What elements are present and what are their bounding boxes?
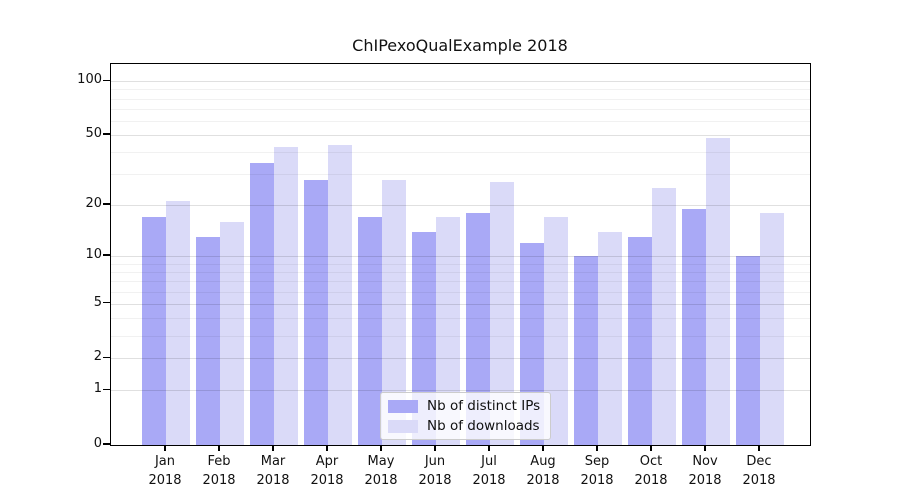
x-tick-label-oct: Oct 2018 xyxy=(634,454,668,488)
gridline-minor xyxy=(111,98,810,100)
x-tick-mark xyxy=(218,445,220,451)
y-tick-label: 10 xyxy=(85,247,102,262)
gridline-minor xyxy=(111,109,810,110)
bar-downloads-dec xyxy=(760,212,784,445)
gridline-major xyxy=(111,303,810,305)
legend-item: Nb of distinct IPs xyxy=(388,398,540,414)
plot-area xyxy=(110,63,811,446)
x-tick-label-nov: Nov 2018 xyxy=(688,454,722,488)
bar-downloads-oct xyxy=(652,188,676,445)
y-tick-mark xyxy=(103,133,110,135)
x-tick-label-jan: Jan 2018 xyxy=(148,454,182,488)
gridline-minor xyxy=(111,291,810,293)
y-tick-mark xyxy=(103,79,110,81)
bar-distinct-ips-mar xyxy=(250,162,274,445)
y-tick-label: 0 xyxy=(93,436,102,451)
gridline-minor xyxy=(111,318,810,320)
gridline-major xyxy=(111,256,810,257)
gridline-minor xyxy=(111,89,810,91)
x-tick-mark xyxy=(704,445,706,451)
bar-distinct-ips-apr xyxy=(304,179,328,445)
gridline-minor xyxy=(111,335,810,337)
y-tick-mark xyxy=(103,302,110,304)
bar-distinct-ips-sep xyxy=(574,256,598,445)
y-tick-label: 5 xyxy=(93,294,102,310)
gridline-minor xyxy=(111,281,810,283)
y-tick-label: 100 xyxy=(77,72,102,88)
gridline-minor xyxy=(111,263,810,265)
x-tick-mark xyxy=(488,445,490,451)
gridline-minor xyxy=(111,152,810,154)
chart-title: ChIPexoQualExample 2018 xyxy=(352,36,568,55)
gridline-minor xyxy=(111,174,810,176)
bar-distinct-ips-dec xyxy=(736,256,760,445)
x-tick-mark xyxy=(380,445,382,451)
x-tick-mark xyxy=(650,445,652,451)
y-tick-label: 50 xyxy=(85,126,102,142)
gridline-minor xyxy=(111,121,810,122)
x-tick-mark xyxy=(758,445,760,451)
bar-downloads-nov xyxy=(706,138,730,445)
x-tick-label-sep: Sep 2018 xyxy=(580,454,614,488)
y-tick-mark xyxy=(103,443,110,445)
legend-swatch-downloads xyxy=(388,419,418,433)
gridline-major xyxy=(111,81,810,83)
y-tick-mark xyxy=(103,388,110,391)
x-tick-label-mar: Mar 2018 xyxy=(256,454,290,488)
bar-distinct-ips-jan xyxy=(142,217,166,445)
bar-downloads-jan xyxy=(166,201,190,445)
bar-distinct-ips-oct xyxy=(628,237,652,445)
x-tick-mark xyxy=(542,445,544,451)
x-tick-label-dec: Dec 2018 xyxy=(742,454,776,488)
bar-downloads-mar xyxy=(274,146,298,445)
x-tick-label-may: May 2018 xyxy=(364,454,398,488)
x-tick-label-apr: Apr 2018 xyxy=(310,454,344,488)
x-tick-mark xyxy=(164,445,166,451)
legend-label: Nb of distinct IPs xyxy=(427,398,541,414)
x-tick-label-jul: Jul 2018 xyxy=(472,454,506,488)
bar-distinct-ips-nov xyxy=(682,208,706,445)
legend-item: Nb of downloads xyxy=(388,418,540,434)
y-tick-mark xyxy=(103,254,110,256)
gridline-major xyxy=(111,358,810,360)
legend-swatch-distinct-ips xyxy=(388,399,418,413)
bar-downloads-sep xyxy=(598,231,622,445)
x-tick-label-aug: Aug 2018 xyxy=(526,454,560,488)
gridline-major xyxy=(111,135,810,137)
legend: Nb of distinct IPs Nb of downloads xyxy=(380,392,552,440)
y-tick-label: 2 xyxy=(93,349,102,365)
x-tick-label-jun: Jun 2018 xyxy=(418,454,452,488)
x-tick-label-feb: Feb 2018 xyxy=(202,454,236,488)
bar-downloads-feb xyxy=(220,221,244,445)
x-tick-mark xyxy=(326,445,328,451)
x-tick-mark xyxy=(434,445,436,451)
x-tick-mark xyxy=(596,445,598,451)
gridline-major xyxy=(111,205,810,206)
bar-downloads-apr xyxy=(328,144,352,445)
x-tick-mark xyxy=(272,445,274,451)
y-tick-label: 1 xyxy=(93,381,102,397)
legend-label: Nb of downloads xyxy=(427,418,540,434)
gridline-minor xyxy=(111,271,810,273)
bar-distinct-ips-feb xyxy=(196,237,220,445)
y-tick-label: 20 xyxy=(85,196,102,211)
y-tick-mark xyxy=(103,356,110,359)
y-tick-mark xyxy=(103,203,110,205)
bar-distinct-ips-may xyxy=(358,217,382,445)
gridline-major xyxy=(111,390,810,392)
